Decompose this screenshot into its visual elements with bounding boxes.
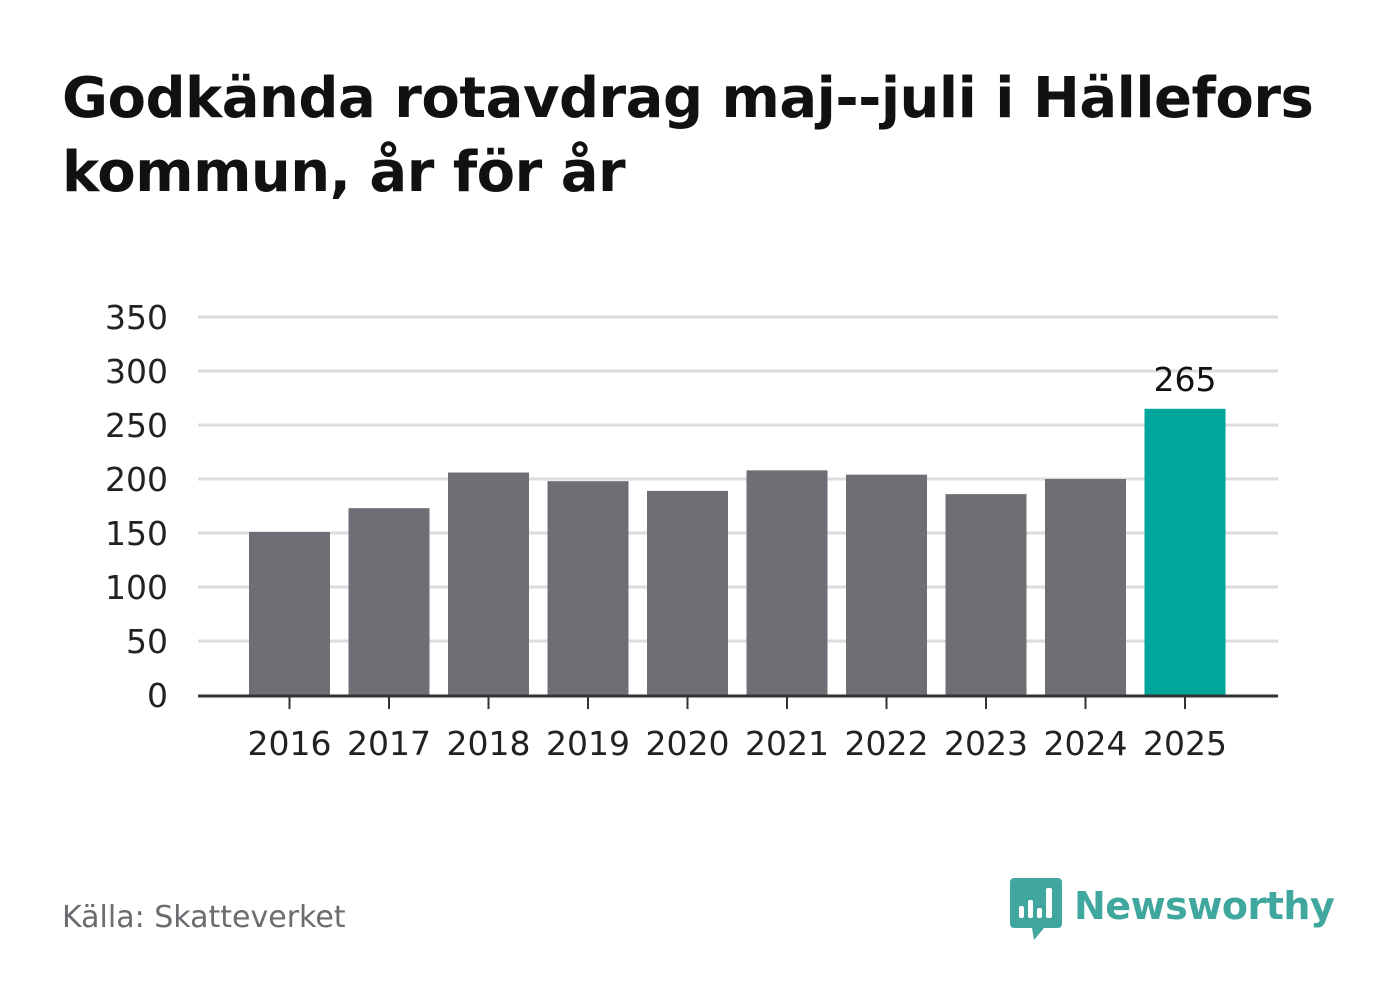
x-tick-label: 2021 (745, 724, 829, 763)
bar-2017 (348, 508, 430, 695)
y-tick-label: 200 (105, 460, 168, 499)
x-tick-label: 2023 (944, 724, 1028, 763)
y-axis-tick-labels: 0 50 100 150 200 250 300 350 (105, 298, 168, 715)
bar-2018 (448, 472, 529, 695)
source-note: Källa: Skatteverket (62, 900, 346, 935)
x-tick-label: 2016 (248, 724, 332, 763)
y-tick-label: 300 (105, 352, 168, 391)
y-tick-label: 0 (147, 676, 168, 715)
x-tick-label: 2018 (447, 724, 531, 763)
bar-2024 (1045, 479, 1126, 695)
brand-logo: Newsworthy (1010, 878, 1335, 942)
brand-name: Newsworthy (1074, 884, 1335, 928)
y-tick-label: 350 (105, 298, 168, 337)
x-tick-label: 2022 (845, 724, 929, 763)
newsworthy-logo-icon (1010, 878, 1062, 940)
y-tick-label: 250 (105, 406, 168, 445)
x-tick-label: 2024 (1044, 724, 1128, 763)
bar-2023 (945, 494, 1027, 695)
x-tick-label: 2020 (646, 724, 730, 763)
x-tick-label: 2017 (347, 724, 431, 763)
bar-2022 (846, 474, 927, 695)
bar-2019 (547, 481, 629, 695)
data-label: 265 (1154, 360, 1217, 399)
bar-2021 (746, 470, 828, 695)
chart-title: Godkända rotavdrag maj--juli i Hällefors… (62, 66, 1314, 205)
data-labels: 265 (1154, 360, 1217, 399)
x-tick-label: 2025 (1143, 724, 1227, 763)
y-tick-label: 50 (126, 622, 168, 661)
y-tick-label: 150 (105, 514, 168, 553)
bar-2016 (249, 531, 330, 695)
bar-2020 (647, 490, 728, 695)
bar-2025 (1144, 408, 1226, 695)
x-tick-label: 2019 (546, 724, 630, 763)
x-axis-tick-labels: 2016 2017 2018 2019 2020 2021 2022 2023 2024 2025 (248, 724, 1227, 763)
y-tick-label: 100 (105, 568, 168, 607)
bars (249, 408, 1226, 695)
x-axis (198, 694, 1278, 709)
